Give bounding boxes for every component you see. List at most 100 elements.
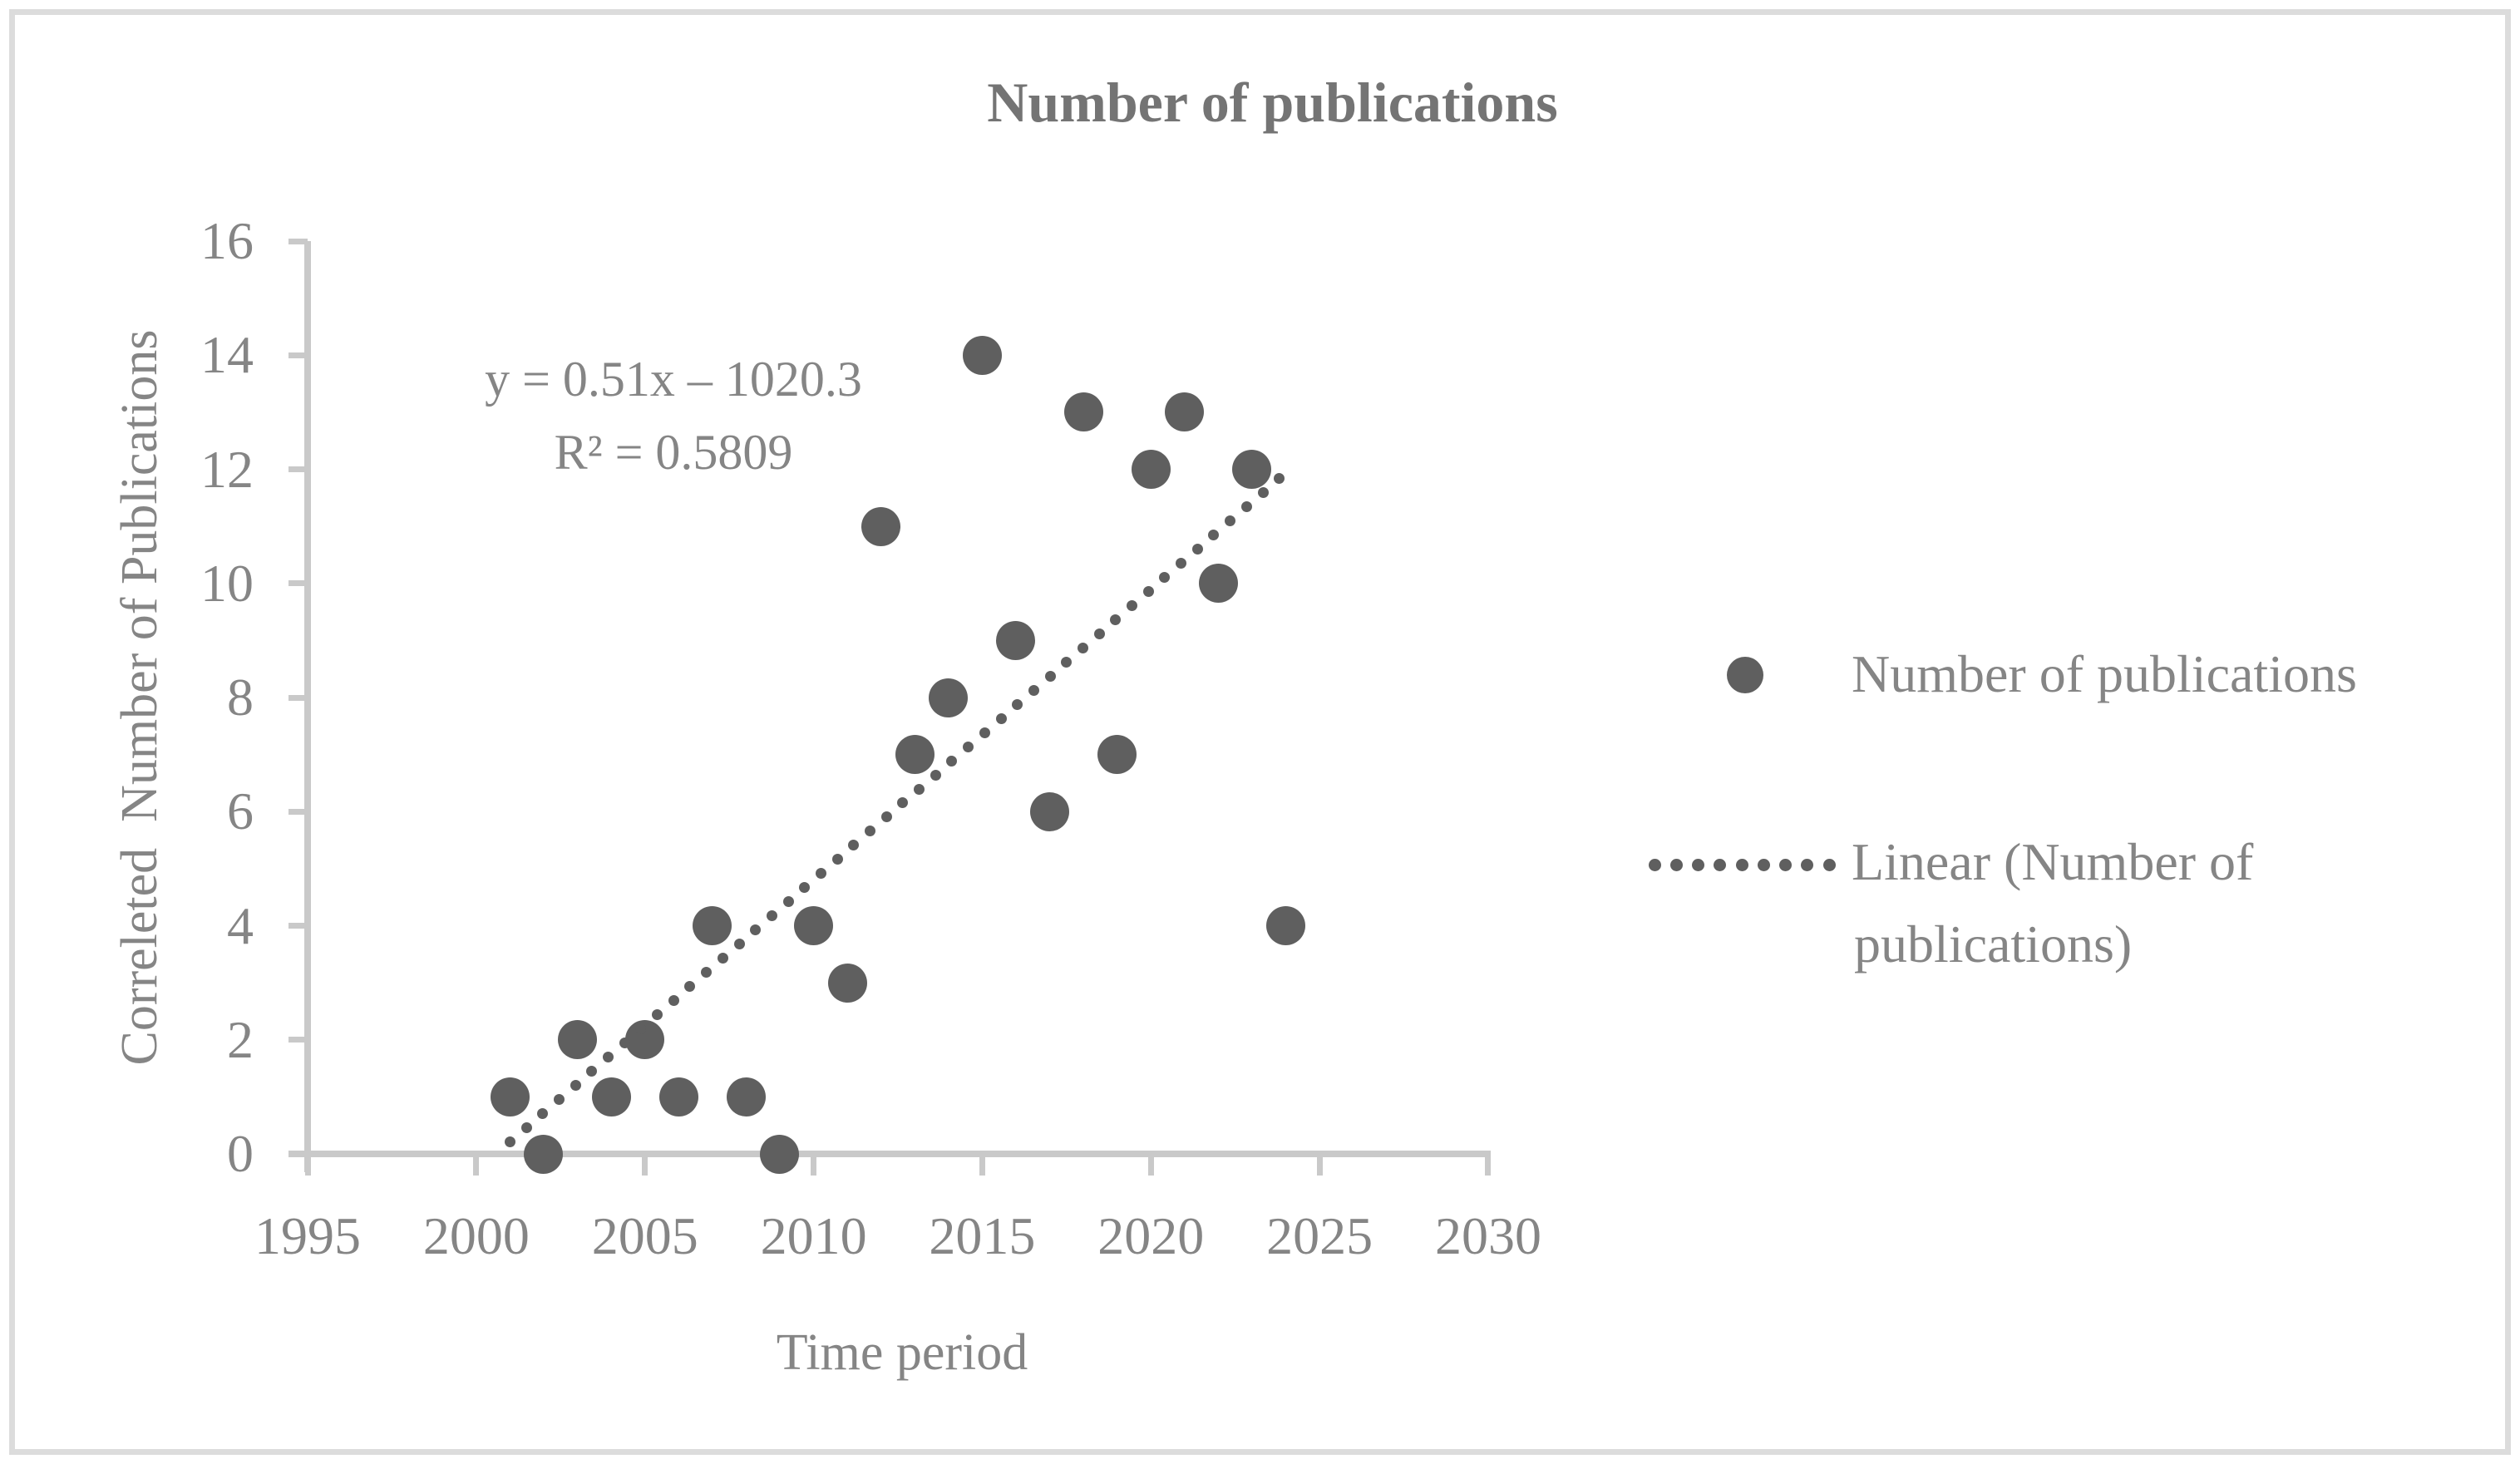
y-axis-tick <box>288 694 308 701</box>
y-axis-tick <box>288 808 308 815</box>
trendline-annotation: y = 0.51x – 1020.3 R² = 0.5809 <box>461 343 885 489</box>
data-point <box>1030 791 1070 831</box>
trendline-dot <box>930 769 941 781</box>
trendline-dot <box>1028 684 1039 696</box>
r-squared-label: R² = 0.5809 <box>554 425 793 480</box>
trendline-dot <box>848 840 860 851</box>
y-tick-label: 10 <box>200 553 254 613</box>
y-axis-tick <box>288 352 308 358</box>
y-tick-label: 14 <box>200 325 254 385</box>
legend-dotted-line-dot <box>1648 858 1661 871</box>
x-tick-label: 2000 <box>422 1206 530 1265</box>
x-axis-tick <box>811 1157 817 1176</box>
x-tick-label: 2025 <box>1266 1206 1373 1265</box>
trendline-dot <box>914 783 925 795</box>
legend-item-trendline-label-line2: publications) <box>1854 914 2133 974</box>
data-point <box>794 906 834 945</box>
x-axis-tick <box>1316 1157 1323 1176</box>
data-point <box>760 1134 800 1174</box>
data-point <box>1198 564 1238 604</box>
y-tick-label: 2 <box>227 1009 254 1069</box>
trendline-dot <box>1274 472 1285 484</box>
trendline-dot <box>979 727 990 738</box>
figure-border <box>9 9 2511 1455</box>
trendline-dot <box>652 1009 663 1021</box>
x-axis-line <box>288 1151 1491 1157</box>
data-point <box>929 678 969 717</box>
trendline-dot <box>553 1094 565 1106</box>
trendline-dot <box>799 882 811 894</box>
y-tick-label: 4 <box>227 895 254 955</box>
y-tick-label: 6 <box>227 781 254 841</box>
legend-dotted-line-dot <box>1822 858 1836 871</box>
trendline-dot <box>946 755 958 767</box>
x-tick-label: 2020 <box>1097 1206 1205 1265</box>
legend-dotted-line-dot <box>1801 858 1814 871</box>
x-tick-label: 1995 <box>254 1206 361 1265</box>
legend-item-scatter-label: Number of publications <box>1852 644 2357 703</box>
trendline-dot <box>1225 515 1236 526</box>
trendline-dot <box>635 1023 647 1035</box>
trendline-dot <box>766 910 777 922</box>
trendline-dot <box>995 712 1007 724</box>
trendline-dot <box>1012 698 1023 710</box>
data-point <box>1232 450 1272 489</box>
trendline-dot <box>815 868 826 880</box>
data-point <box>524 1134 564 1174</box>
data-point <box>1063 392 1103 432</box>
legend-dotted-line-dot <box>1692 858 1704 871</box>
data-point <box>658 1077 698 1116</box>
trendline-dot <box>570 1080 581 1092</box>
trendline-dot <box>1176 557 1187 569</box>
legend-dotted-line-dot <box>1669 858 1683 871</box>
x-axis-tick <box>473 1157 480 1176</box>
data-point <box>895 735 935 775</box>
trendline-dot <box>701 967 713 978</box>
y-axis-tick <box>288 580 308 587</box>
x-axis-tick <box>979 1157 985 1176</box>
data-point <box>490 1077 530 1116</box>
trendline-dot <box>1142 585 1154 597</box>
data-point <box>861 506 901 546</box>
legend-dotted-line-dot <box>1757 858 1770 871</box>
y-axis-tick <box>288 923 308 929</box>
trendline-dot <box>1208 529 1220 540</box>
trendline-dot <box>782 896 794 908</box>
y-tick-label: 16 <box>200 211 254 270</box>
y-axis-title: Correleted Number of Publications <box>111 329 168 1066</box>
x-tick-label: 2005 <box>591 1206 698 1265</box>
x-tick-label: 2010 <box>760 1206 867 1265</box>
x-axis-tick <box>304 1157 311 1176</box>
x-axis-tick <box>642 1157 648 1176</box>
trendline-dot <box>1191 543 1203 555</box>
data-point <box>996 620 1036 660</box>
data-point <box>962 335 1002 375</box>
trendline-dot <box>1257 486 1269 498</box>
trendline-dot <box>880 811 892 823</box>
trendline-dot <box>586 1066 598 1077</box>
trendline-dot <box>1240 500 1252 512</box>
x-axis-tick <box>1485 1157 1492 1176</box>
trendline-dot <box>717 953 728 964</box>
trendline-dot <box>504 1136 515 1148</box>
data-point <box>1097 735 1137 775</box>
y-axis-tick <box>288 466 308 472</box>
y-axis-tick <box>288 1037 308 1043</box>
data-point <box>1165 392 1205 432</box>
y-axis-line <box>304 241 311 1172</box>
legend-dotted-line-dot <box>1714 858 1727 871</box>
trendline-dot <box>831 854 843 865</box>
trendline-dot <box>684 981 696 993</box>
y-tick-label: 8 <box>227 668 254 727</box>
chart-title: Number of publications <box>987 71 1558 134</box>
data-point <box>726 1077 766 1116</box>
trendline-dot <box>1044 670 1056 682</box>
y-tick-label: 0 <box>227 1124 254 1183</box>
y-tick-label: 12 <box>200 439 254 499</box>
trendline-dot <box>1061 656 1073 668</box>
data-point <box>827 963 867 1003</box>
trendline-dot <box>537 1108 549 1120</box>
trendline-equation: y = 0.51x – 1020.3 <box>485 352 862 407</box>
data-point <box>1266 906 1306 945</box>
